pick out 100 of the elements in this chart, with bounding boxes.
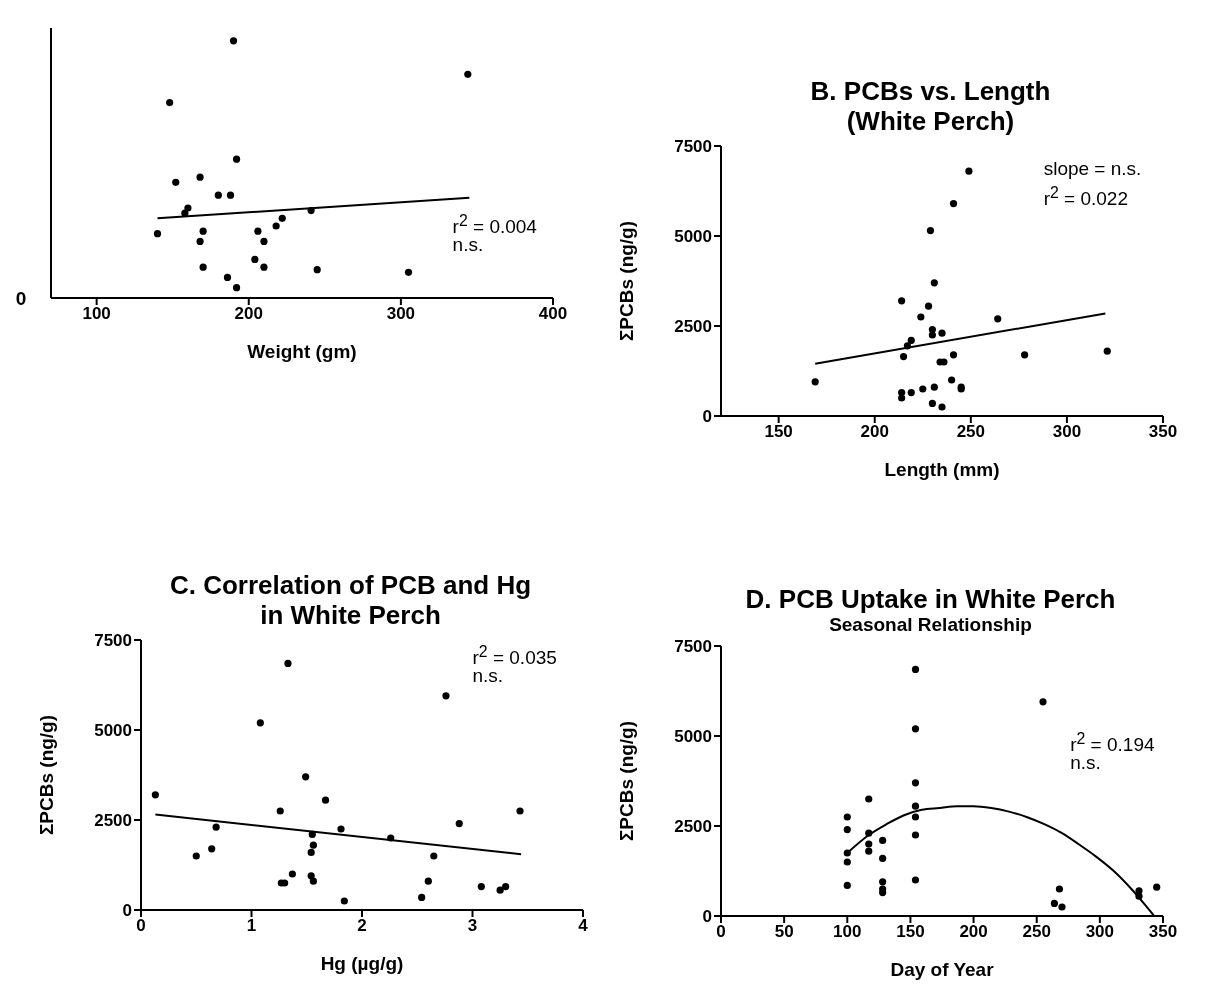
point [843, 849, 851, 857]
x-tick-label: 0 [136, 916, 146, 936]
point [308, 830, 316, 838]
x-tick-label: 350 [1148, 922, 1178, 942]
y-tick-label: 0 [702, 407, 712, 427]
point [926, 227, 935, 235]
point [1055, 885, 1064, 893]
point [184, 204, 192, 212]
point [214, 191, 222, 199]
point [907, 389, 915, 397]
point [418, 893, 426, 901]
point [907, 336, 915, 344]
point [199, 263, 207, 271]
point [1050, 899, 1058, 907]
point [477, 883, 485, 891]
point [938, 403, 946, 411]
point [949, 351, 958, 359]
point [281, 879, 289, 887]
point [166, 98, 174, 107]
chart-title: C. Correlation of PCB and Hg in White Perch [169, 570, 532, 630]
point [502, 883, 510, 891]
point [928, 399, 936, 407]
point [196, 237, 204, 246]
y-tick-label: 7500 [94, 631, 132, 651]
point [994, 315, 1002, 323]
point [199, 227, 207, 235]
point [898, 297, 906, 305]
point [879, 889, 887, 897]
point [865, 847, 873, 855]
point [226, 191, 235, 199]
x-tick-label: 300 [386, 304, 416, 324]
x-tick-label: 250 [956, 422, 986, 442]
x-tick-label: 0 [716, 922, 726, 942]
point [340, 897, 348, 905]
chart-title: D. PCB Uptake in White Perch [745, 584, 1116, 614]
point [938, 329, 946, 337]
point [843, 881, 851, 889]
point [1039, 698, 1047, 706]
point [911, 813, 920, 821]
point [404, 268, 413, 276]
point [965, 167, 973, 175]
x-tick-label: 200 [234, 304, 263, 324]
point [172, 178, 180, 186]
y-tick-label: 5000 [94, 721, 132, 741]
point [843, 858, 851, 866]
y-tick-label: 2500 [94, 811, 132, 831]
point [442, 692, 450, 700]
y-tick-label: 0 [122, 901, 132, 921]
point [911, 665, 920, 673]
point [879, 878, 887, 886]
point [309, 877, 317, 885]
annotation: slope = n.s. [1043, 156, 1142, 181]
point [278, 214, 286, 222]
point [911, 802, 920, 810]
point [898, 394, 906, 402]
point [911, 831, 920, 839]
point [455, 820, 463, 828]
point [516, 807, 524, 815]
point [307, 872, 315, 880]
point [930, 383, 938, 391]
point [464, 70, 472, 78]
point [254, 227, 262, 235]
x-tick-label: 150 [896, 922, 925, 942]
point [911, 876, 920, 884]
point [1103, 347, 1111, 355]
x-tick-label: 100 [82, 304, 111, 324]
x-axis-title: Weight (gm) [247, 341, 357, 362]
x-axis-title: Day of Year [890, 959, 995, 980]
point [811, 378, 819, 386]
point [196, 173, 204, 181]
x-axis-title: Hg (µg/g) [320, 953, 404, 974]
point [284, 659, 292, 667]
point [309, 841, 317, 849]
point [1135, 892, 1143, 900]
point [208, 845, 216, 853]
point [496, 886, 504, 894]
x-tick-label: 300 [1085, 922, 1115, 942]
x-tick-label: 4 [578, 916, 589, 936]
x-tick-label: 2 [357, 916, 367, 936]
x-tick-label: 250 [1022, 922, 1051, 942]
y-tick-label: 7500 [674, 137, 712, 157]
point [337, 825, 345, 833]
point [949, 200, 958, 208]
point [879, 854, 887, 862]
point [256, 719, 264, 727]
y-tick-label: 2500 [674, 317, 712, 337]
x-tick-label: 400 [538, 304, 568, 324]
point [865, 840, 873, 848]
point [911, 725, 920, 733]
point [276, 807, 284, 815]
point [843, 813, 851, 821]
annotation: r$^{2}$ = 0.022 [1043, 183, 1128, 212]
point [1153, 883, 1161, 891]
point [948, 376, 956, 384]
point [260, 237, 268, 246]
x-tick-label: 350 [1148, 422, 1178, 442]
point [260, 263, 268, 271]
point [899, 353, 908, 361]
point [181, 209, 189, 217]
point [212, 823, 220, 831]
